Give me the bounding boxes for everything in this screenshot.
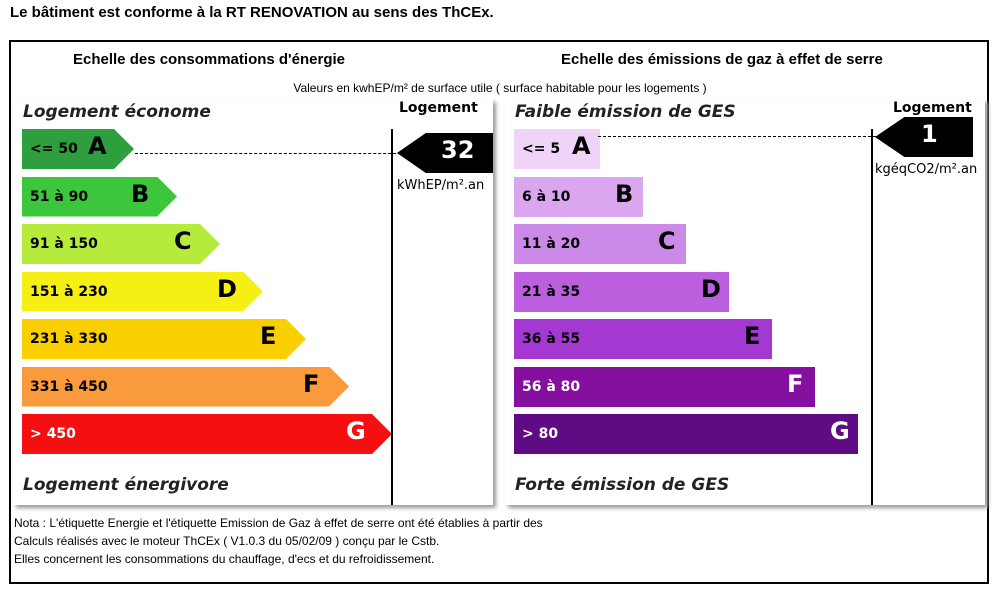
energy-rating-line [135, 153, 401, 154]
energy-bar-d: 151 à 230 D [22, 272, 263, 312]
energy-bar-f: 331 à 450 F [22, 367, 349, 407]
ges-bar-f: 56 à 80 F [514, 366, 815, 407]
nota-line: Elles concernent les consommations du ch… [14, 552, 435, 566]
energy-column-divider [391, 129, 393, 505]
energy-top-label: Logement économe [23, 102, 211, 122]
ges-bar-letter: E [744, 322, 761, 350]
energy-bar-letter: A [88, 132, 107, 160]
energy-bar-a: <= 50 A [22, 129, 134, 169]
energy-column-header: Logement [399, 100, 478, 116]
energy-bar-range: 91 à 150 [30, 236, 98, 252]
energy-bar-letter: B [131, 179, 150, 208]
page-title: Le bâtiment est conforme à la RT RENOVAT… [10, 4, 494, 21]
energy-bar-range: 151 à 230 [30, 283, 108, 300]
ges-rating-line [598, 136, 881, 137]
ges-bar-range: 21 à 35 [522, 283, 581, 300]
nota-line: Nota : L'étiquette Energie et l'étiquett… [14, 516, 543, 530]
nota-text: Nota : L'étiquette Energie et l'étiquett… [14, 514, 543, 568]
energy-bar-letter: F [303, 369, 320, 398]
ges-top-label: Faible émission de GES [515, 102, 736, 122]
ges-bar-range: 36 à 55 [522, 331, 581, 347]
ges-bar-letter: A [572, 132, 591, 160]
ges-panel: Faible émission de GES Forte émission de… [505, 99, 985, 505]
ges-bar-letter: G [830, 417, 850, 445]
units-note: Valeurs en kwhEP/m² de surface utile ( s… [293, 81, 707, 95]
energy-bottom-label: Logement énergivore [23, 475, 229, 495]
energy-bar-range: 51 à 90 [30, 188, 89, 205]
ges-bar-range: 6 à 10 [522, 188, 571, 205]
ges-bar-a: <= 5 A [514, 129, 600, 169]
ges-bar-letter: F [787, 369, 804, 398]
ges-bar-range: <= 5 [522, 141, 561, 157]
ges-bar-d: 21 à 35 D [514, 271, 729, 312]
energy-panel: Logement économe Logement énergivore Log… [13, 99, 493, 505]
ges-bar-c: 11 à 20 C [514, 224, 686, 264]
ges-value: 1 [921, 120, 938, 148]
ges-bottom-label: Forte émission de GES [515, 475, 730, 495]
ges-bar-range: > 80 [522, 426, 559, 442]
ges-bar-range: 56 à 80 [522, 378, 581, 395]
energy-value-pointer: 32 [397, 133, 493, 173]
energy-bar-c: 91 à 150 C [22, 224, 220, 264]
energy-bar-letter: E [260, 322, 277, 350]
energy-unit: kWhEP/m².an [397, 178, 485, 193]
ges-column-header: Logement [893, 100, 972, 116]
energy-bar-letter: G [346, 417, 366, 445]
ges-column-divider [871, 129, 873, 505]
energy-bar-g: > 450 G [22, 414, 392, 454]
energy-bar-letter: D [217, 274, 237, 303]
energy-bar-letter: C [174, 227, 192, 255]
ges-bar-letter: B [615, 179, 634, 208]
ges-bar-e: 36 à 55 E [514, 319, 772, 359]
ges-value-pointer: 1 [875, 117, 973, 157]
energy-bar-range: 331 à 450 [30, 378, 108, 395]
energy-bar-e: 231 à 330 E [22, 319, 306, 359]
ges-bar-g: > 80 G [514, 414, 858, 454]
ges-unit: kgéqCO2/m².an [875, 162, 978, 177]
energy-scale-title: Echelle des consommations d'énergie [73, 51, 345, 68]
label-frame [9, 40, 989, 584]
energy-bar-range: <= 50 [30, 141, 78, 157]
energy-bar-range: > 450 [30, 426, 76, 442]
nota-line: Calculs réalisés avec le moteur ThCEx ( … [14, 534, 440, 548]
energy-bar-b: 51 à 90 B [22, 177, 177, 217]
ges-bar-letter: D [701, 274, 721, 303]
ges-bar-b: 6 à 10 B [514, 176, 643, 217]
ges-scale-title: Echelle des émissions de gaz à effet de … [561, 51, 883, 68]
ges-bar-range: 11 à 20 [522, 236, 581, 252]
energy-bar-range: 231 à 330 [30, 331, 108, 347]
ges-bar-letter: C [658, 227, 676, 255]
energy-value: 32 [441, 136, 475, 164]
